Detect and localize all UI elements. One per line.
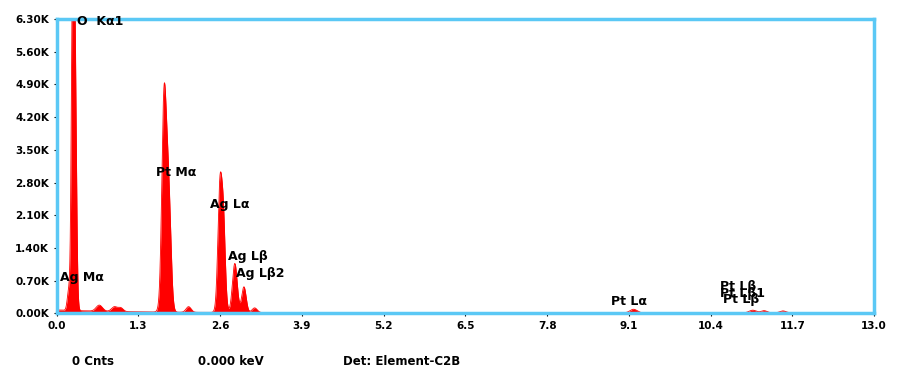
Text: Pt Lβ: Pt Lβ xyxy=(720,280,756,293)
Text: Pt Mα: Pt Mα xyxy=(156,166,197,179)
Text: Pt Lβ: Pt Lβ xyxy=(723,293,759,306)
Text: O  Kα1: O Kα1 xyxy=(78,15,124,28)
Text: Ag Lα: Ag Lα xyxy=(210,198,250,211)
Text: Ag Lβ2: Ag Lβ2 xyxy=(236,267,285,280)
Text: Pt Lβ1: Pt Lβ1 xyxy=(720,287,765,300)
Text: Ag Mα: Ag Mα xyxy=(60,271,104,284)
Text: Pt Lα: Pt Lα xyxy=(612,295,648,308)
Text: 0.000 keV: 0.000 keV xyxy=(198,355,264,368)
Text: 0 Cnts: 0 Cnts xyxy=(72,355,115,368)
Text: Ag Lβ: Ag Lβ xyxy=(227,250,267,263)
Text: Det: Element-C2B: Det: Element-C2B xyxy=(343,355,460,368)
